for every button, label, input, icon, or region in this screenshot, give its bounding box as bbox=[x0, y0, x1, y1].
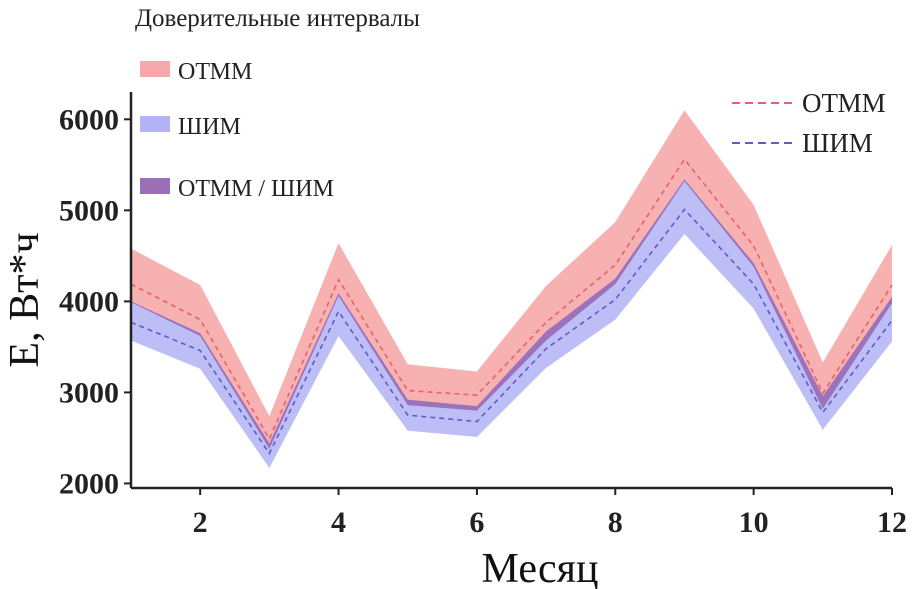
axes bbox=[129, 92, 892, 490]
y-tick-label: 5000 bbox=[59, 194, 119, 227]
line-otmm bbox=[130, 158, 893, 441]
x-tick-label: 10 bbox=[739, 506, 769, 539]
lines-legend-label: ОТММ bbox=[802, 88, 886, 118]
y-tick-label: 4000 bbox=[59, 285, 119, 318]
y-tick-label: 3000 bbox=[59, 376, 119, 409]
bands-legend: Доверительные интервалы ОТММ ШИМ ОТММ / ШИ… bbox=[135, 5, 420, 202]
bands-legend-swatch bbox=[140, 116, 170, 132]
confidence-bands bbox=[131, 110, 892, 468]
bands-legend-label: ОТММ / ШИМ bbox=[178, 176, 334, 202]
band-otmm bbox=[131, 110, 892, 449]
y-axis-title: E, Вт*ч bbox=[2, 232, 48, 367]
x-ticks: 2 4 6 8 10 12 bbox=[193, 488, 907, 539]
x-axis-title: Месяц bbox=[482, 546, 599, 589]
x-tick-label: 4 bbox=[331, 506, 346, 539]
mean-lines bbox=[130, 158, 893, 456]
line-shim bbox=[130, 208, 893, 456]
bands-legend-label: ШИМ bbox=[178, 114, 241, 140]
y-ticks: 2000 3000 4000 5000 6000 bbox=[59, 103, 131, 500]
bands-legend-title: Доверительные интервалы bbox=[135, 5, 420, 32]
band-shim bbox=[131, 179, 892, 468]
x-tick-label: 2 bbox=[193, 506, 208, 539]
lines-legend-label: ШИМ bbox=[802, 128, 873, 158]
bands-legend-swatch bbox=[140, 178, 170, 194]
lines-legend: ОТММ ШИМ bbox=[732, 88, 886, 158]
bands-legend-swatch bbox=[140, 61, 170, 77]
x-tick-label: 12 bbox=[877, 506, 907, 539]
x-tick-label: 6 bbox=[469, 506, 484, 539]
y-tick-label: 2000 bbox=[59, 467, 119, 500]
y-tick-label: 6000 bbox=[59, 103, 119, 136]
band-overlap bbox=[131, 179, 892, 449]
x-tick-label: 8 bbox=[608, 506, 623, 539]
bands-legend-label: ОТММ bbox=[178, 59, 252, 85]
